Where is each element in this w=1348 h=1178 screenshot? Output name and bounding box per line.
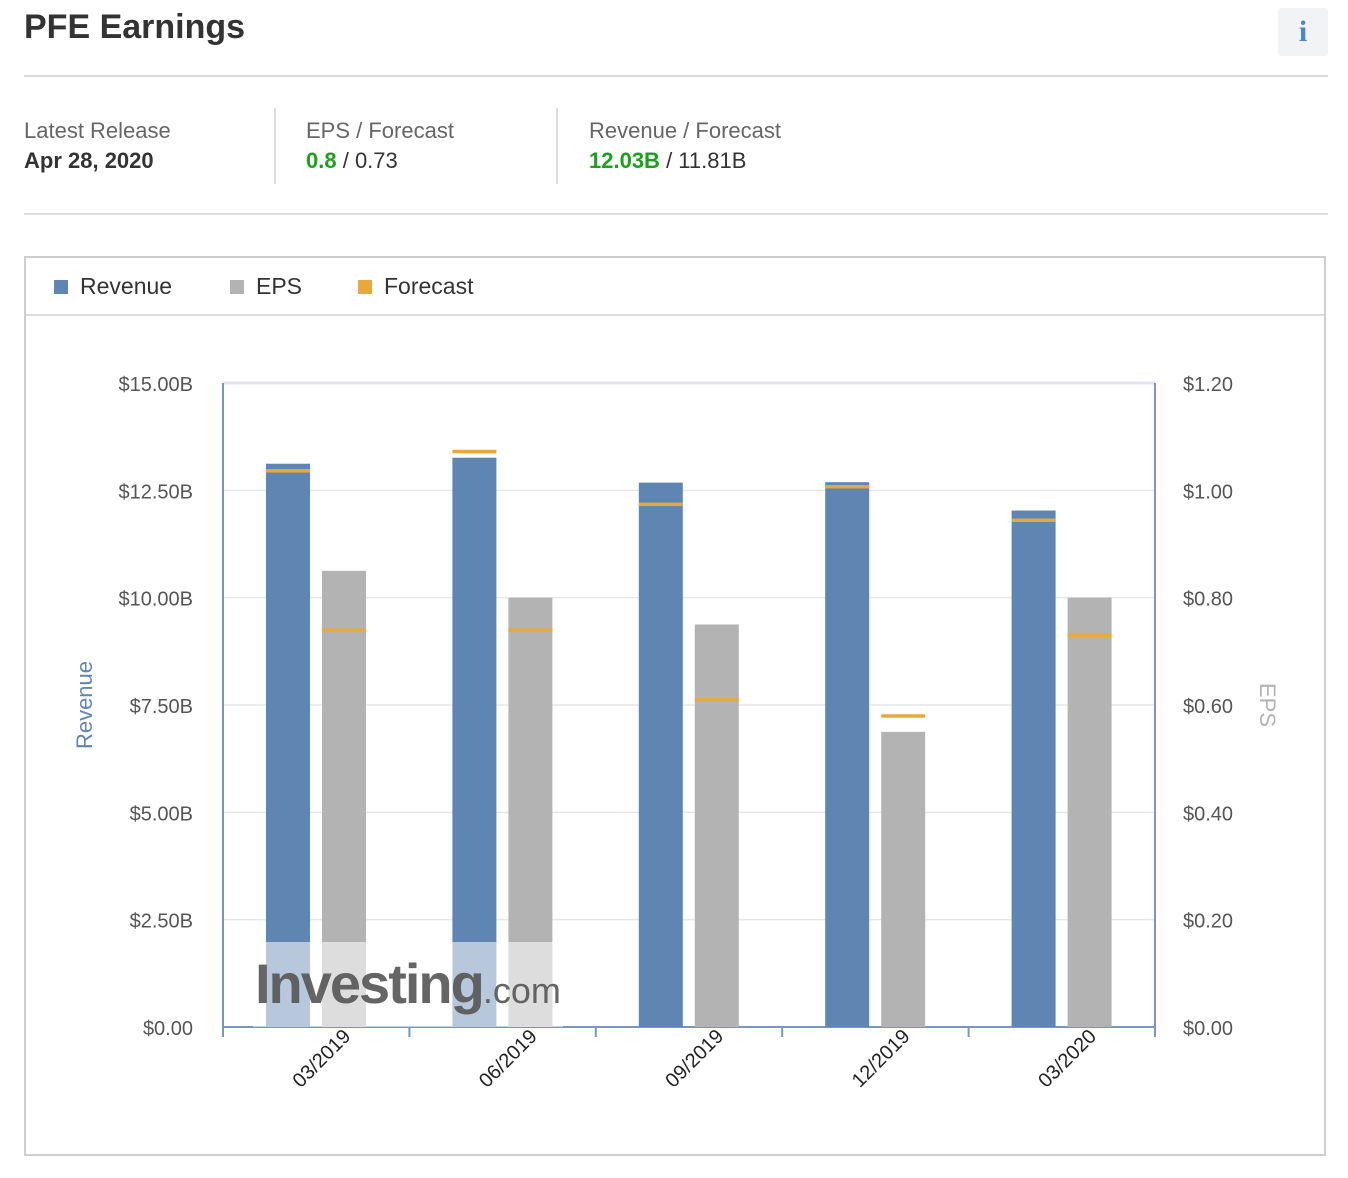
summary-divider — [24, 213, 1328, 215]
stat-divider — [274, 108, 276, 184]
revenue-actual: 12.03B — [589, 148, 660, 173]
eps-stat: EPS / Forecast 0.8 / 0.73 — [306, 118, 454, 174]
legend-label-eps: EPS — [256, 273, 303, 299]
forecast-swatch — [358, 279, 372, 294]
chart-legend: Revenue EPS Forecast — [26, 258, 1324, 316]
revenue-forecast-marker — [825, 484, 870, 489]
revenue-bar — [266, 463, 310, 1027]
y-tick-label-left: $12.50B — [118, 481, 193, 503]
latest-release-stat: Latest Release Apr 28, 2020 — [24, 118, 171, 174]
revenue-forecast-marker — [452, 449, 497, 454]
y-tick-label-right: $0.40 — [1183, 803, 1233, 825]
y-tick-label-left: $5.00B — [130, 803, 193, 825]
y-tick-label-right: $1.20 — [1183, 374, 1233, 396]
legend-item-forecast[interactable]: Forecast — [358, 273, 473, 300]
eps-bar — [1067, 597, 1112, 1027]
y-axis-title-right: EPS — [1255, 683, 1280, 727]
info-button[interactable]: i — [1278, 8, 1328, 56]
revenue-forecast: 11.81B — [678, 148, 747, 173]
x-tick-label: 09/2019 — [661, 1025, 728, 1092]
x-tick-label: 12/2019 — [848, 1025, 915, 1092]
watermark-domain: .com — [483, 970, 561, 1011]
revenue-forecast-marker — [1011, 518, 1056, 522]
x-tick-label: 06/2019 — [475, 1025, 542, 1092]
legend-label-forecast: Forecast — [384, 273, 474, 299]
watermark-logo: Investing.com — [255, 952, 561, 1015]
latest-release-value: Apr 28, 2020 — [24, 148, 154, 173]
x-tick-label: 03/2019 — [289, 1025, 356, 1092]
eps-bar — [694, 624, 739, 1027]
revenue-bar — [1011, 510, 1056, 1028]
revenue-stat: Revenue / Forecast 12.03B / 11.81B — [589, 118, 781, 174]
eps-forecast-marker — [1067, 633, 1112, 638]
y-axis-title-left: Revenue — [72, 661, 97, 749]
eps-swatch — [230, 279, 244, 294]
eps-forecast-marker — [881, 714, 926, 718]
y-tick-label-right: $1.00 — [1183, 481, 1233, 503]
revenue-forecast-marker — [266, 469, 310, 473]
legend-label-revenue: Revenue — [80, 273, 173, 299]
eps-label: EPS / Forecast — [306, 118, 454, 143]
revenue-bar — [638, 482, 683, 1027]
y-tick-label-right: $0.00 — [1183, 1018, 1233, 1040]
eps-actual: 0.8 — [306, 148, 337, 173]
y-tick-label-left: $7.50B — [130, 696, 193, 718]
revenue-label: Revenue / Forecast — [589, 118, 781, 143]
eps-separator: / — [336, 148, 355, 173]
revenue-value: 12.03B / 11.81B — [589, 148, 781, 174]
revenue-forecast-marker — [638, 502, 683, 507]
eps-forecast-marker — [694, 698, 739, 702]
revenue-bar — [825, 482, 870, 1027]
y-tick-label-left: $10.00B — [118, 589, 193, 611]
y-tick-label-right: $0.60 — [1183, 696, 1233, 718]
revenue-bar — [452, 457, 497, 1028]
stat-divider — [556, 108, 558, 184]
x-tick-label: 03/2020 — [1034, 1025, 1101, 1092]
watermark-backdrop — [253, 942, 563, 1027]
y-tick-label-right: $0.20 — [1183, 911, 1233, 933]
legend-item-revenue[interactable]: Revenue — [54, 273, 172, 300]
y-tick-label-right: $0.80 — [1183, 589, 1233, 611]
header-divider — [24, 75, 1328, 77]
latest-release-label: Latest Release — [24, 118, 171, 143]
y-tick-label-left: $15.00B — [118, 374, 193, 396]
y-tick-label-left: $2.50B — [130, 911, 193, 933]
eps-forecast-marker — [322, 628, 366, 632]
revenue-separator: / — [659, 148, 679, 173]
eps-value: 0.8 / 0.73 — [306, 148, 454, 174]
revenue-swatch — [54, 279, 68, 294]
eps-forecast: 0.73 — [354, 148, 398, 173]
watermark-brand: Investing — [255, 952, 483, 1015]
eps-bar — [881, 731, 926, 1027]
earnings-chart-panel: Revenue EPS Forecast — [24, 256, 1326, 1156]
eps-forecast-marker — [508, 628, 553, 632]
legend-item-eps[interactable]: EPS — [230, 273, 302, 300]
y-tick-label-left: $0.00 — [143, 1018, 193, 1040]
page-title: PFE Earnings — [24, 8, 246, 46]
info-icon: i — [1298, 15, 1308, 48]
